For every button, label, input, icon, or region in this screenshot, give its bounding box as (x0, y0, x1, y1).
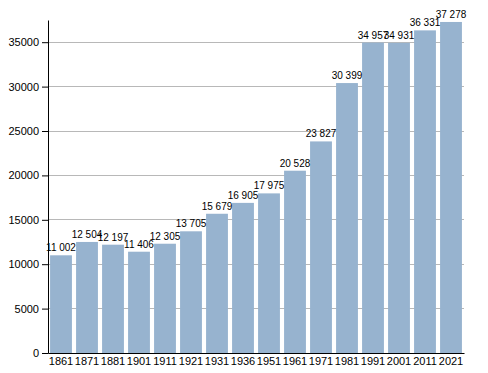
y-tick-mark (42, 175, 48, 176)
y-tick-mark (42, 87, 48, 88)
bar (414, 30, 436, 353)
y-tick-mark (42, 309, 48, 310)
x-tick: 1911 (153, 353, 177, 367)
data-label: 15 679 (202, 201, 233, 212)
bar (180, 231, 202, 353)
x-tick-label: 1931 (205, 355, 229, 367)
y-tick-mark (42, 220, 48, 221)
bar (310, 141, 332, 353)
bar (440, 22, 462, 353)
bars (50, 22, 462, 353)
x-tick-label: 1981 (335, 355, 359, 367)
y-axis: 0 5000 10000 15000 20000 25000 30000 35000 (8, 21, 48, 360)
x-tick: 1871 (75, 353, 99, 367)
x-tick-label: 1911 (153, 355, 177, 367)
data-label: 12 305 (150, 231, 181, 242)
y-tick-mark (42, 353, 48, 354)
x-tick: 2001 (387, 353, 411, 367)
data-label: 17 975 (254, 180, 285, 191)
y-tick: 5000 (15, 303, 48, 315)
x-tick: 1951 (257, 353, 281, 367)
x-tick: 1901 (127, 353, 151, 367)
data-labels: 11 00212 50412 19711 40612 30513 70515 6… (46, 9, 467, 253)
y-axis-line (48, 21, 49, 354)
x-tick-label: 1921 (179, 355, 203, 367)
y-tick: 20000 (8, 169, 48, 181)
grid (48, 42, 464, 353)
y-tick-label: 35000 (8, 36, 39, 48)
y-tick-label: 15000 (8, 214, 39, 226)
bar (206, 214, 228, 353)
y-tick-mark (42, 131, 48, 132)
x-tick: 1961 (283, 353, 307, 367)
x-tick-label: 2011 (413, 355, 437, 367)
x-tick-label: 1991 (361, 355, 385, 367)
bar (388, 43, 410, 353)
x-tick-label: 1861 (49, 355, 73, 367)
y-tick-label: 20000 (8, 169, 39, 181)
x-tick-label: 1961 (283, 355, 307, 367)
data-label: 20 528 (280, 158, 311, 169)
x-axis: 1861187118811901191119211931193619511961… (49, 353, 465, 367)
y-tick: 0 (33, 347, 48, 359)
bar (50, 255, 72, 353)
y-tick-label: 25000 (8, 125, 39, 137)
bar (362, 43, 384, 353)
data-label: 11 002 (46, 242, 76, 253)
data-label: 30 399 (332, 70, 363, 81)
data-label: 23 827 (306, 128, 337, 139)
x-tick: 2011 (413, 353, 437, 367)
x-tick-label: 1936 (231, 355, 255, 367)
bar (284, 171, 306, 353)
data-label: 16 905 (228, 190, 259, 201)
x-tick-label: 2021 (439, 355, 463, 367)
bar (232, 203, 254, 353)
y-tick-mark (42, 42, 48, 43)
bar (76, 242, 98, 353)
x-tick: 1881 (101, 353, 125, 367)
x-tick-label: 2001 (387, 355, 411, 367)
y-tick: 25000 (8, 125, 48, 137)
plot: 0500010000150002000025000300003500018611… (8, 9, 466, 367)
x-tick: 2021 (439, 353, 463, 367)
bar (258, 193, 280, 353)
x-tick-label: 1871 (75, 355, 99, 367)
x-tick-label: 1901 (127, 355, 151, 367)
y-tick-label: 0 (33, 347, 39, 359)
bar (128, 252, 150, 353)
y-tick: 10000 (8, 258, 48, 270)
x-tick-label: 1881 (101, 355, 125, 367)
y-tick-label: 5000 (15, 303, 39, 315)
x-tick: 1936 (231, 353, 255, 367)
x-tick-label: 1971 (309, 355, 333, 367)
data-label: 13 705 (176, 218, 207, 229)
x-tick: 1861 (49, 353, 73, 367)
y-tick: 35000 (8, 36, 48, 48)
data-label: 37 278 (436, 9, 467, 20)
x-tick: 1981 (335, 353, 359, 367)
x-tick: 1991 (361, 353, 385, 367)
x-tick: 1931 (205, 353, 229, 367)
x-tick: 1971 (309, 353, 333, 367)
y-tick: 30000 (8, 81, 48, 93)
grid-line (48, 42, 464, 43)
x-tick-label: 1951 (257, 355, 281, 367)
y-tick-mark (42, 264, 48, 265)
y-tick-label: 10000 (8, 258, 39, 270)
y-tick: 15000 (8, 214, 48, 226)
bar (154, 244, 176, 353)
bar (336, 83, 358, 353)
chart: 0500010000150002000025000300003500018611… (0, 0, 488, 373)
x-tick: 1921 (179, 353, 203, 367)
y-tick-label: 30000 (8, 81, 39, 93)
data-label: 34 931 (384, 30, 415, 41)
bar (102, 245, 124, 353)
